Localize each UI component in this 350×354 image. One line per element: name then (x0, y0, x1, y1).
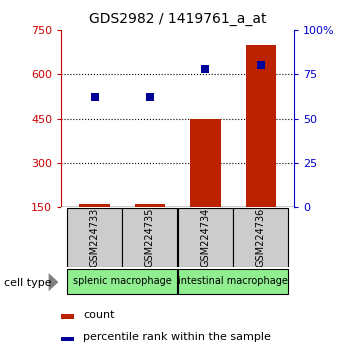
Bar (178, 208, 233, 267)
Text: GSM224735: GSM224735 (145, 207, 155, 267)
Bar (178, 269, 288, 294)
Bar (245, 45, 276, 207)
Bar (67, 269, 177, 294)
Bar (61, 314, 74, 319)
Point (92, 95, 97, 100)
Text: percentile rank within the sample: percentile rank within the sample (83, 332, 271, 342)
Title: GDS2982 / 1419761_a_at: GDS2982 / 1419761_a_at (89, 12, 266, 26)
FancyArrow shape (49, 273, 58, 291)
Point (147, 95, 153, 100)
Text: cell type: cell type (4, 278, 51, 288)
Text: splenic macrophage: splenic macrophage (73, 276, 172, 286)
Text: intestinal macrophage: intestinal macrophage (178, 276, 288, 286)
Text: GSM224733: GSM224733 (90, 207, 99, 267)
Point (203, 66, 208, 72)
Bar (135, 204, 165, 207)
Bar (190, 119, 220, 207)
Bar (79, 204, 110, 207)
Text: count: count (83, 310, 115, 320)
Bar (233, 208, 288, 267)
Bar (67, 208, 122, 267)
Bar (122, 208, 177, 267)
Bar (61, 337, 74, 341)
Point (258, 63, 264, 68)
Text: GSM224734: GSM224734 (200, 207, 210, 267)
Text: GSM224736: GSM224736 (256, 207, 266, 267)
